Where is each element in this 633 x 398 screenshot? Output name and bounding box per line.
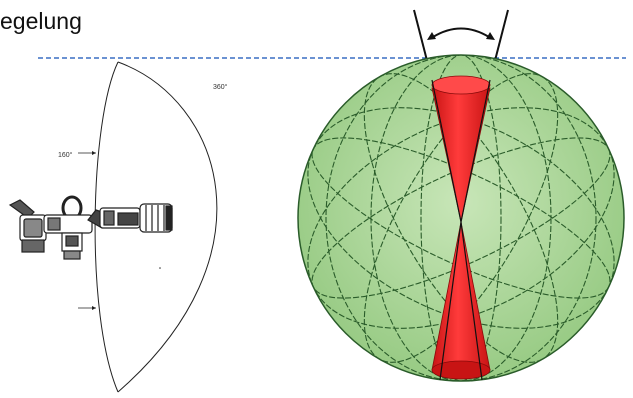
axis-line-lower-right <box>460 221 483 381</box>
angle-label-360: 360° <box>213 83 228 91</box>
angle-arrow-lower <box>78 306 96 310</box>
dot-mark <box>159 267 161 269</box>
angle-label-160: 160° <box>58 151 73 159</box>
angle-arrow-upper <box>78 151 96 155</box>
double-headed-arc-arrow-icon <box>427 27 495 40</box>
axis-line-upper-right <box>460 79 491 223</box>
page-title: egelung <box>0 8 82 34</box>
nozzle-icon <box>8 195 173 260</box>
spray-cone-upper <box>431 75 491 223</box>
axis-line-lower-left <box>439 221 462 381</box>
axis-line-upper-left <box>431 79 462 223</box>
